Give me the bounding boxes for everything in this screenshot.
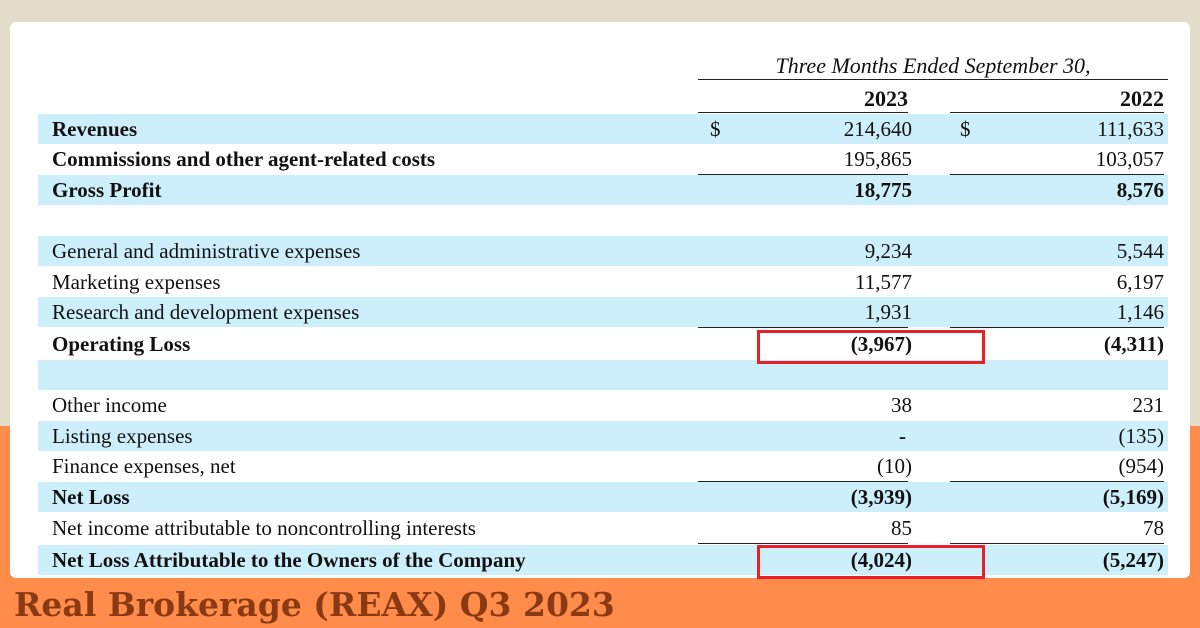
value-2022: 1,146 xyxy=(1116,300,1164,324)
year-header-2022: 2022 xyxy=(950,86,1164,113)
value-2022: 8,576 xyxy=(1116,178,1164,202)
row-operating-loss: Operating Loss (3,967) (4,311) xyxy=(38,329,1168,359)
row-research-development: Research and development expenses 1,931 … xyxy=(38,297,1168,327)
value-2022: (954) xyxy=(1118,454,1165,478)
row-net-loss-owners: Net Loss Attributable to the Owners of t… xyxy=(38,545,1168,575)
row-finance-expenses: Finance expenses, net (10) (954) xyxy=(38,451,1168,481)
row-label: Commissions and other agent-related cost… xyxy=(52,147,436,171)
row-label: Gross Profit xyxy=(52,178,162,202)
value-2022: (135) xyxy=(1118,424,1165,448)
value-2022: 111,633 xyxy=(1097,117,1164,141)
row-label: Revenues xyxy=(52,117,138,141)
highlight-box-net-loss-owners xyxy=(757,545,985,579)
value-2023: (3,967) xyxy=(850,332,912,356)
subtotal-rule xyxy=(950,481,1164,482)
row-label: Net Loss Attributable to the Owners of t… xyxy=(52,548,526,572)
value-2023: (10) xyxy=(877,454,912,478)
value-2023: - xyxy=(899,424,906,448)
row-label: Operating Loss xyxy=(52,332,191,356)
row-gross-profit: Gross Profit 18,775 8,576 xyxy=(38,175,1168,205)
value-2023: (4,024) xyxy=(850,548,912,572)
row-noncontrolling-interests: Net income attributable to noncontrollin… xyxy=(38,513,1168,543)
subtotal-rule xyxy=(698,327,908,328)
row-label: Finance expenses, net xyxy=(52,454,236,478)
highlight-box-operating-loss xyxy=(757,330,985,364)
row-label: General and administrative expenses xyxy=(52,239,361,263)
value-2023: 11,577 xyxy=(855,270,912,294)
subtotal-rule xyxy=(698,174,908,175)
spacer-row xyxy=(38,360,1168,390)
year-header-2023: 2023 xyxy=(698,86,908,113)
value-2023: 9,234 xyxy=(864,239,912,263)
row-revenues: Revenues $ 214,640 $ 111,633 xyxy=(38,114,1168,144)
value-2023: 195,865 xyxy=(843,147,912,171)
value-2022: 103,057 xyxy=(1095,147,1164,171)
period-header: Three Months Ended September 30, xyxy=(698,53,1168,80)
row-label: Research and development expenses xyxy=(52,300,360,324)
row-label: Listing expenses xyxy=(52,424,193,448)
currency-symbol: $ xyxy=(960,117,971,141)
value-2022: (5,169) xyxy=(1102,485,1164,509)
subtotal-rule xyxy=(950,327,1164,328)
currency-symbol: $ xyxy=(710,117,721,141)
row-net-loss: Net Loss (3,939) (5,169) xyxy=(38,482,1168,512)
row-other-income: Other income 38 231 xyxy=(38,390,1168,420)
value-2023: (3,939) xyxy=(850,485,912,509)
row-label: Marketing expenses xyxy=(52,270,221,294)
subtotal-rule xyxy=(698,543,908,544)
value-2022: 5,544 xyxy=(1116,239,1164,263)
value-2023: 38 xyxy=(891,393,912,417)
value-2022: (4,311) xyxy=(1103,332,1164,356)
value-2022: 78 xyxy=(1143,516,1164,540)
row-marketing: Marketing expenses 11,577 6,197 xyxy=(38,267,1168,297)
value-2023: 85 xyxy=(891,516,912,540)
value-2023: 18,775 xyxy=(854,178,912,202)
row-label: Net Loss xyxy=(52,485,130,509)
value-2022: 6,197 xyxy=(1116,270,1164,294)
row-commissions: Commissions and other agent-related cost… xyxy=(38,144,1168,174)
subtotal-rule xyxy=(950,543,1164,544)
value-2022: 231 xyxy=(1132,393,1165,417)
row-label: Net income attributable to noncontrollin… xyxy=(52,516,476,540)
subtotal-rule xyxy=(950,174,1164,175)
row-general-admin: General and administrative expenses 9,23… xyxy=(38,236,1168,266)
spacer-row xyxy=(38,205,1168,235)
value-2023: 1,931 xyxy=(864,300,912,324)
value-2023: 214,640 xyxy=(843,117,912,141)
subtotal-rule xyxy=(698,481,908,482)
footer-title: Real Brokerage (REAX) Q3 2023 xyxy=(14,585,615,624)
row-label: Other income xyxy=(52,393,167,417)
value-2022: (5,247) xyxy=(1102,548,1164,572)
row-listing-expenses: Listing expenses - (135) xyxy=(38,421,1168,451)
